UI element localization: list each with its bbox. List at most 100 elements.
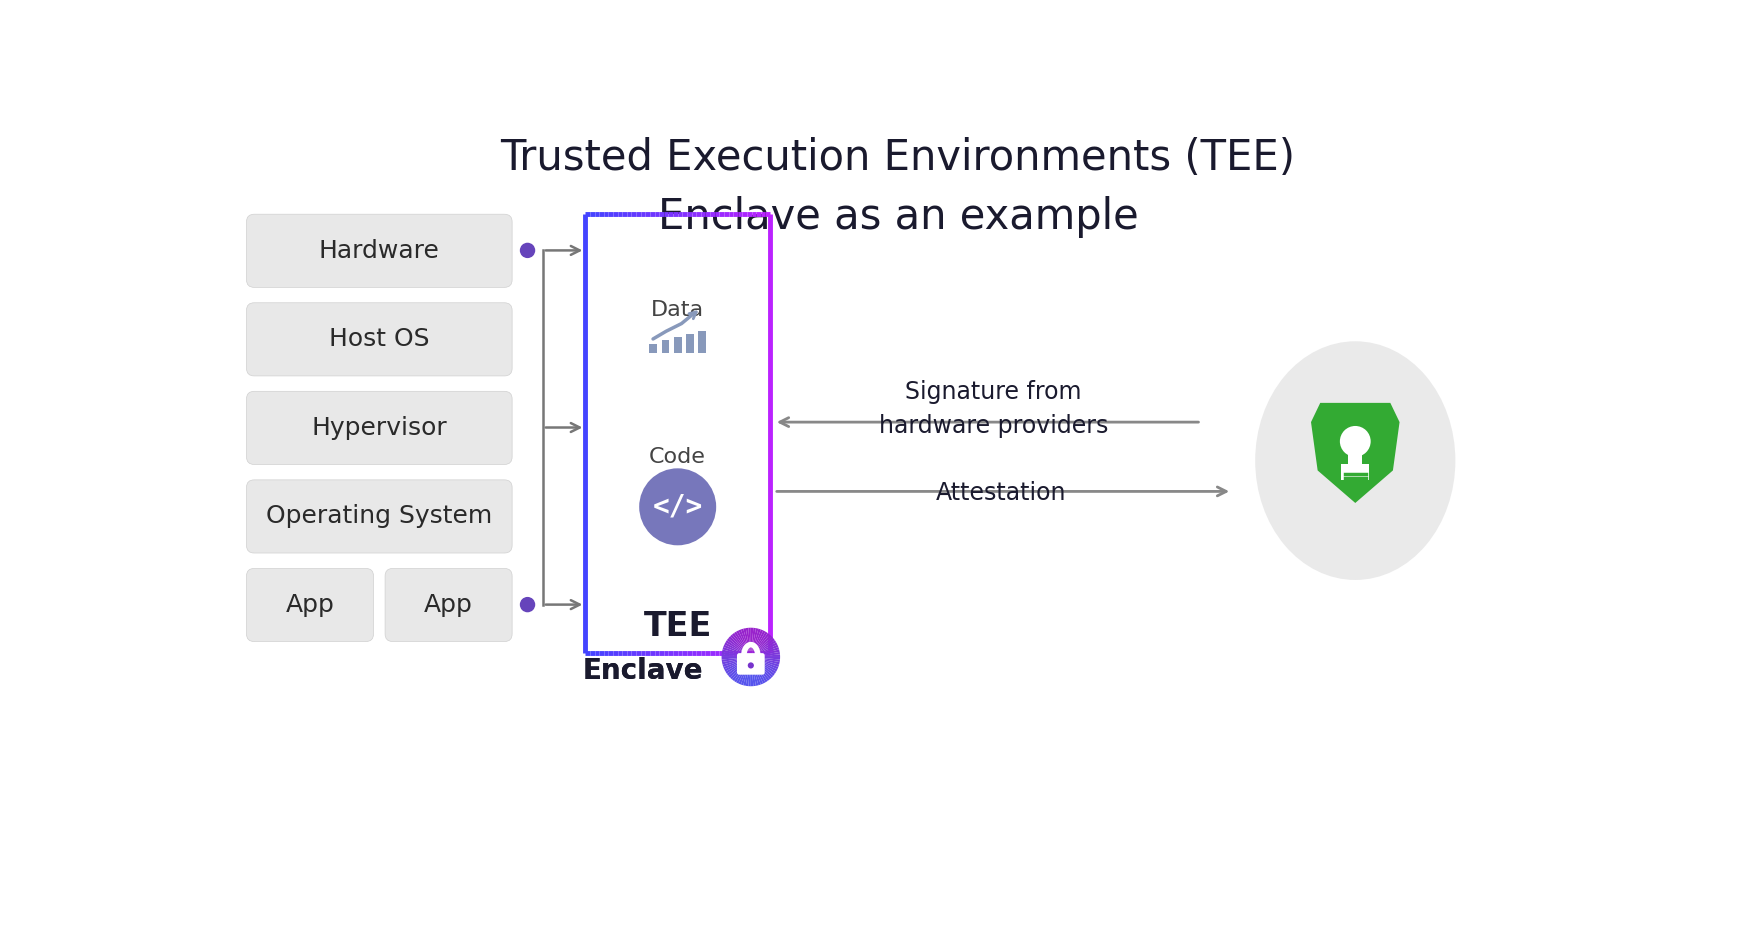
FancyBboxPatch shape [247, 302, 512, 376]
Wedge shape [743, 657, 752, 686]
Wedge shape [738, 630, 752, 657]
Wedge shape [752, 651, 780, 657]
Wedge shape [741, 629, 752, 657]
Bar [662, 340, 669, 353]
Wedge shape [752, 629, 759, 657]
FancyBboxPatch shape [385, 569, 512, 642]
Wedge shape [752, 657, 759, 686]
Wedge shape [752, 657, 776, 673]
Wedge shape [741, 657, 752, 686]
Wedge shape [752, 657, 764, 685]
Wedge shape [725, 657, 752, 673]
Wedge shape [748, 628, 752, 657]
Wedge shape [722, 654, 752, 657]
Text: TEE: TEE [643, 610, 711, 643]
Polygon shape [1310, 403, 1400, 503]
Wedge shape [752, 657, 780, 667]
Wedge shape [734, 631, 752, 657]
Wedge shape [722, 657, 752, 662]
Circle shape [520, 597, 534, 612]
Wedge shape [722, 647, 752, 657]
Wedge shape [752, 636, 773, 657]
Bar [687, 334, 694, 353]
Wedge shape [752, 630, 764, 657]
Wedge shape [752, 657, 773, 678]
Text: </>: </> [652, 493, 703, 521]
Wedge shape [752, 638, 774, 657]
Wedge shape [722, 657, 752, 667]
Wedge shape [736, 631, 752, 657]
Bar [699, 331, 706, 353]
Text: App: App [424, 593, 473, 617]
Bar [1349, 456, 1363, 467]
Text: App: App [286, 593, 335, 617]
Wedge shape [752, 645, 778, 657]
Wedge shape [731, 634, 752, 657]
Text: Data: Data [652, 301, 704, 320]
FancyBboxPatch shape [247, 480, 512, 553]
Wedge shape [722, 651, 752, 657]
Text: Attestation: Attestation [936, 481, 1067, 505]
Wedge shape [722, 657, 752, 660]
Wedge shape [738, 657, 752, 685]
Wedge shape [736, 657, 752, 684]
Wedge shape [752, 657, 767, 682]
FancyBboxPatch shape [738, 653, 764, 674]
Ellipse shape [1254, 341, 1456, 580]
Wedge shape [752, 657, 780, 662]
Wedge shape [722, 657, 752, 665]
Wedge shape [752, 657, 753, 687]
Wedge shape [732, 657, 752, 681]
Circle shape [748, 662, 753, 669]
Text: Trusted Execution Environments (TEE)
Enclave as an example: Trusted Execution Environments (TEE) Enc… [501, 137, 1295, 238]
Wedge shape [748, 657, 752, 687]
Wedge shape [752, 634, 771, 657]
Wedge shape [729, 657, 752, 678]
Wedge shape [722, 650, 752, 657]
Wedge shape [727, 638, 752, 657]
Circle shape [639, 468, 717, 545]
Wedge shape [752, 631, 767, 657]
Wedge shape [752, 657, 769, 681]
Wedge shape [729, 636, 752, 657]
Wedge shape [731, 657, 752, 679]
Wedge shape [752, 650, 780, 657]
Wedge shape [752, 657, 778, 671]
Wedge shape [746, 657, 752, 686]
Wedge shape [752, 657, 755, 686]
Wedge shape [752, 642, 778, 657]
Wedge shape [746, 628, 752, 657]
Wedge shape [732, 633, 752, 657]
Text: Operating System: Operating System [266, 504, 492, 529]
Wedge shape [752, 657, 780, 660]
Text: Hardware: Hardware [319, 239, 440, 262]
Wedge shape [724, 657, 752, 670]
Wedge shape [752, 633, 769, 657]
Wedge shape [752, 657, 780, 665]
Wedge shape [752, 631, 766, 657]
Text: Enclave: Enclave [583, 657, 703, 685]
Text: Signature from
hardware providers: Signature from hardware providers [880, 380, 1107, 437]
Wedge shape [752, 640, 776, 657]
FancyBboxPatch shape [247, 569, 373, 642]
Wedge shape [752, 629, 760, 657]
Wedge shape [752, 657, 766, 684]
FancyBboxPatch shape [576, 205, 780, 662]
Circle shape [520, 243, 534, 258]
Text: Hypervisor: Hypervisor [312, 416, 447, 440]
Wedge shape [724, 645, 752, 657]
Wedge shape [752, 628, 755, 657]
Wedge shape [743, 629, 752, 657]
Circle shape [1340, 426, 1370, 456]
Wedge shape [752, 654, 780, 657]
Bar [675, 337, 682, 353]
Wedge shape [752, 657, 774, 676]
Wedge shape [752, 657, 771, 679]
Text: Enclave: Enclave [583, 657, 703, 685]
Text: Code: Code [650, 447, 706, 467]
Bar [650, 343, 657, 353]
Wedge shape [727, 657, 752, 676]
FancyBboxPatch shape [1342, 464, 1368, 480]
Wedge shape [752, 657, 778, 670]
Wedge shape [752, 628, 753, 657]
